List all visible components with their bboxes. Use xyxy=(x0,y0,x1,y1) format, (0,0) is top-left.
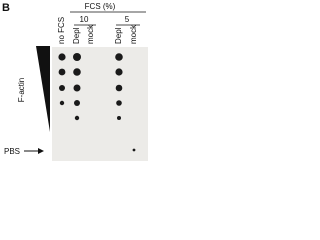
control-label: PBS xyxy=(4,147,20,156)
header-title: FCS (%) xyxy=(85,2,116,11)
gradient-wedge xyxy=(36,46,50,132)
group-label: 10 xyxy=(80,15,89,24)
column-label: Depl xyxy=(114,27,123,44)
column-label: Depl xyxy=(72,27,81,44)
arrow-head xyxy=(38,148,44,154)
figure: B FCS (%) 10 5 no FCS Depl mock Depl mock F-… xyxy=(2,2,148,161)
panel-label: B xyxy=(2,2,10,14)
column-label: mock xyxy=(129,24,138,44)
column-label: no FCS xyxy=(57,17,66,44)
blot-dots xyxy=(58,53,136,152)
blot xyxy=(52,47,148,161)
gradient-label: F-actin xyxy=(17,78,26,102)
column-label: mock xyxy=(86,24,95,44)
column-labels: no FCS Depl mock Depl mock xyxy=(57,17,138,44)
group-label: 5 xyxy=(125,15,130,24)
